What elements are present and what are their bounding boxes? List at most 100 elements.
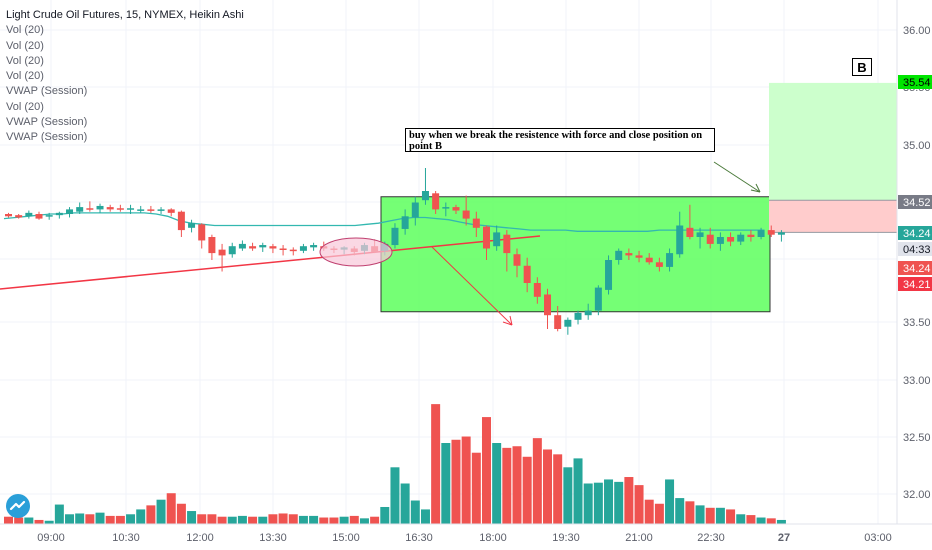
candle-body — [513, 254, 521, 266]
breakout-ellipse — [319, 237, 393, 267]
volume-bar — [654, 503, 664, 524]
candle-body — [584, 310, 592, 316]
candle-body — [625, 253, 633, 256]
volume-bar — [766, 518, 776, 524]
point-b-label[interactable]: B — [852, 58, 872, 76]
volume-bar — [492, 443, 502, 524]
down-arrow-head — [502, 315, 513, 326]
candle-body — [401, 216, 409, 229]
study-vol-5[interactable]: Vol (20) — [6, 100, 44, 113]
candle-body — [116, 208, 124, 210]
study-vol-2[interactable]: Vol (20) — [6, 39, 44, 52]
study-vwap-3[interactable]: VWAP (Session) — [6, 131, 88, 144]
candle-body — [432, 193, 440, 210]
candle-body — [533, 283, 541, 297]
study-vol-1[interactable]: Vol (20) — [6, 24, 44, 37]
volume-bar — [85, 514, 95, 524]
candle-body — [635, 255, 643, 258]
volume-bar — [278, 513, 288, 524]
time-axis-bg — [0, 524, 932, 550]
price-tick-label: 33.00 — [903, 375, 931, 387]
volume-bar — [543, 449, 553, 524]
volume-bar — [24, 517, 34, 524]
candle-body — [737, 234, 745, 242]
candle-body — [96, 205, 104, 210]
price-axis[interactable]: 36.0035.5035.0034.5033.5033.0032.5032.00… — [896, 0, 932, 550]
time-tick-label: 15:00 — [332, 532, 360, 544]
time-tick-label: 10:30 — [112, 532, 140, 544]
volume-bar — [726, 509, 736, 524]
volume-bar — [319, 517, 329, 524]
study-vwap-2[interactable]: VWAP (Session) — [6, 116, 88, 129]
time-axis[interactable]: 09:00 10:30 12:00 13:30 15:00 16:30 18:00 19:30… — [0, 523, 932, 550]
volume-bar — [4, 516, 13, 524]
volume-bar — [44, 520, 54, 524]
volume-bar — [705, 507, 715, 524]
price-badge — [898, 226, 932, 240]
volume-bar — [115, 515, 125, 524]
volume-bar — [105, 515, 115, 524]
volume-bars — [4, 404, 786, 524]
candle-body — [35, 214, 43, 219]
price-badge-label: 34.24 — [903, 228, 931, 240]
candle-body — [391, 227, 399, 246]
study-vwap-1[interactable]: VWAP (Session) — [6, 85, 88, 98]
volume-bar — [563, 467, 573, 524]
symbol-title[interactable]: Light Crude Oil Futures, 15, NYMEX, Heik… — [6, 9, 244, 21]
volume-bar — [390, 467, 400, 524]
candle-body — [157, 209, 165, 211]
volume-bar — [736, 514, 746, 524]
volume-bar — [776, 519, 786, 524]
tradingview-logo-icon[interactable] — [6, 494, 30, 518]
candle-body — [106, 207, 114, 210]
price-badge — [898, 277, 932, 291]
candle-body — [645, 257, 653, 263]
candle-body — [259, 245, 267, 248]
time-tick-label: 13:30 — [259, 532, 287, 544]
price-badge-label: 35.54 — [903, 77, 931, 89]
volume-bar — [461, 436, 471, 524]
price-badge-label: 34.52 — [903, 197, 931, 209]
study-vol-4[interactable]: Vol (20) — [6, 70, 44, 83]
volume-bar — [431, 404, 441, 524]
volume-bar — [685, 501, 695, 524]
volume-bar — [187, 511, 197, 524]
candle-body — [66, 209, 74, 214]
candle-body — [15, 215, 23, 218]
candle-body — [238, 243, 246, 249]
price-badge — [898, 195, 932, 209]
time-tick-label: 16:30 — [405, 532, 433, 544]
price-badge — [898, 261, 932, 275]
candle-body — [472, 218, 480, 228]
volume-bar — [400, 483, 410, 524]
candle-body — [544, 294, 552, 316]
candle-body — [310, 245, 318, 248]
volume-bar — [665, 479, 675, 524]
volume-bar — [441, 443, 451, 524]
candle-body — [452, 207, 460, 211]
volume-bar — [258, 516, 268, 524]
volume-bar — [512, 446, 522, 524]
candle-body — [45, 215, 53, 217]
price-tick-label: 33.50 — [903, 317, 931, 329]
time-tick-label: 09:00 — [37, 532, 65, 544]
volume-bar — [359, 518, 369, 524]
volume-bar — [14, 517, 24, 524]
candle-body — [706, 234, 714, 244]
candle-body — [198, 224, 206, 241]
volume-bar — [593, 482, 603, 524]
trade-note[interactable]: buy when we break the resistence with fo… — [405, 128, 715, 152]
candle-body — [686, 227, 694, 237]
price-badge — [898, 242, 932, 256]
time-tick-label: 12:00 — [186, 532, 214, 544]
candle-body — [299, 246, 307, 251]
candle-body — [127, 208, 135, 210]
note-arrow-line — [713, 161, 761, 193]
volume-bar — [156, 499, 166, 524]
candle-body — [86, 208, 94, 210]
candle-body — [462, 210, 470, 219]
volume-bar — [553, 454, 563, 524]
candle-body — [554, 315, 562, 329]
study-vol-3[interactable]: Vol (20) — [6, 54, 44, 67]
